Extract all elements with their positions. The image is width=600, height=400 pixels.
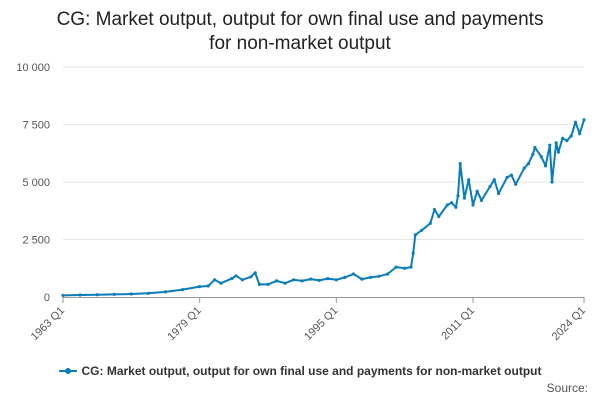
x-axis: 1963 Q1 1979 Q1 1995 Q1 2011 Q1 2024 Q1: [29, 297, 588, 343]
data-point[interactable]: [292, 278, 296, 282]
data-point[interactable]: [509, 173, 513, 177]
y-tick-label: 0: [44, 292, 50, 304]
data-point[interactable]: [112, 292, 116, 296]
data-point[interactable]: [437, 214, 441, 219]
data-point[interactable]: [550, 180, 554, 184]
data-point[interactable]: [351, 272, 355, 276]
x-tick-label: 1963 Q1: [29, 305, 67, 343]
data-point[interactable]: [249, 275, 253, 279]
data-point[interactable]: [219, 281, 223, 285]
y-tick-label: 10 000: [16, 62, 50, 74]
data-point[interactable]: [334, 278, 338, 282]
data-point[interactable]: [450, 201, 454, 205]
data-point[interactable]: [445, 203, 449, 207]
data-point[interactable]: [556, 150, 561, 154]
data-point[interactable]: [163, 290, 168, 294]
data-point[interactable]: [409, 265, 413, 269]
y-tick-label: 2 500: [22, 235, 50, 247]
data-point[interactable]: [213, 278, 217, 282]
data-point[interactable]: [309, 277, 313, 281]
series-group: [61, 118, 586, 297]
data-point[interactable]: [181, 288, 185, 292]
chart-title-line-1: CG: Market output, output for own final …: [56, 9, 544, 30]
data-point[interactable]: [454, 205, 458, 209]
data-point[interactable]: [240, 278, 244, 282]
data-point[interactable]: [432, 208, 437, 212]
data-point[interactable]: [475, 189, 479, 193]
data-point[interactable]: [561, 136, 565, 140]
data-point[interactable]: [456, 194, 460, 198]
data-point[interactable]: [253, 271, 257, 275]
data-point[interactable]: [377, 274, 381, 278]
source-label: Source:: [546, 381, 588, 395]
data-point[interactable]: [539, 155, 543, 159]
x-tick-label: 1979 Q1: [165, 305, 203, 343]
data-point[interactable]: [458, 162, 462, 166]
data-point[interactable]: [544, 164, 548, 168]
data-point[interactable]: [462, 196, 466, 200]
data-point[interactable]: [522, 166, 526, 170]
y-tick-label: 5 000: [22, 177, 50, 189]
legend[interactable]: CG: Market output, output for own final …: [0, 364, 600, 378]
data-point[interactable]: [274, 279, 279, 283]
data-point[interactable]: [283, 281, 287, 285]
x-tick-label: 2011 Q1: [439, 305, 477, 343]
data-point[interactable]: [526, 162, 531, 166]
data-point[interactable]: [471, 203, 475, 207]
chart-title-line-2: for non-market output: [209, 33, 391, 54]
data-point[interactable]: [533, 145, 537, 150]
data-point[interactable]: [368, 275, 373, 279]
data-point[interactable]: [531, 152, 535, 156]
data-point[interactable]: [488, 185, 492, 189]
data-point[interactable]: [420, 228, 424, 232]
data-point[interactable]: [428, 221, 432, 225]
data-point[interactable]: [497, 191, 501, 196]
series-line[interactable]: [62, 119, 585, 297]
data-point[interactable]: [467, 178, 471, 182]
gridlines: [63, 66, 584, 240]
data-point[interactable]: [317, 278, 321, 282]
data-point[interactable]: [411, 251, 415, 255]
y-axis: 0 2 500 5 000 7 500 10 000: [16, 62, 50, 304]
data-point[interactable]: [492, 178, 496, 182]
data-point[interactable]: [569, 134, 573, 138]
data-point[interactable]: [413, 233, 417, 237]
data-point[interactable]: [565, 139, 569, 143]
data-point[interactable]: [78, 293, 82, 297]
chart-title: CG: Market output, output for own final …: [0, 8, 600, 56]
data-point[interactable]: [578, 132, 582, 136]
legend-label[interactable]: CG: Market output, output for own final …: [81, 364, 542, 378]
data-point[interactable]: [582, 118, 586, 122]
x-tick-label: 1995 Q1: [302, 305, 340, 343]
data-point[interactable]: [257, 282, 261, 286]
data-point[interactable]: [386, 272, 390, 276]
legend-marker-icon: [58, 366, 77, 376]
data-point[interactable]: [479, 198, 484, 202]
data-point[interactable]: [206, 284, 210, 288]
data-point[interactable]: [394, 265, 398, 269]
data-point[interactable]: [234, 274, 238, 278]
data-point[interactable]: [146, 291, 150, 295]
data-point[interactable]: [198, 285, 202, 289]
data-point[interactable]: [505, 175, 509, 179]
x-tick-label: 2024 Q1: [550, 305, 588, 343]
data-point[interactable]: [230, 277, 234, 281]
data-point[interactable]: [554, 141, 558, 145]
data-point[interactable]: [573, 120, 578, 124]
data-point[interactable]: [403, 266, 407, 270]
data-point[interactable]: [548, 143, 552, 147]
data-point[interactable]: [266, 282, 270, 286]
y-tick-label: 7 500: [22, 120, 50, 132]
data-point[interactable]: [326, 277, 330, 281]
data-point[interactable]: [343, 275, 347, 279]
data-point[interactable]: [95, 293, 99, 297]
data-point[interactable]: [300, 279, 304, 283]
data-point[interactable]: [61, 293, 65, 297]
data-point[interactable]: [129, 292, 133, 296]
data-point[interactable]: [360, 277, 364, 281]
data-point[interactable]: [514, 182, 518, 186]
